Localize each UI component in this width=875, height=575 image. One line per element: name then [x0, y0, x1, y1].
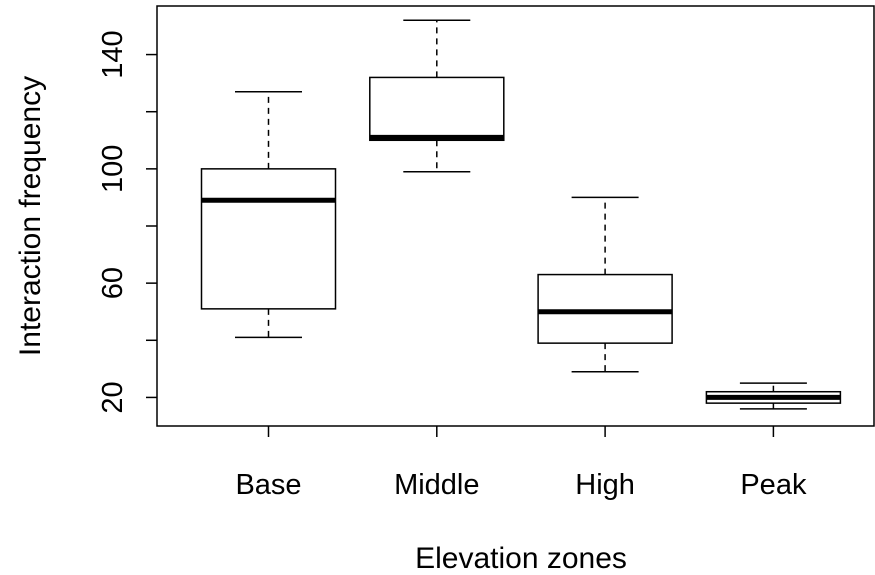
y-tick-label: 60	[97, 267, 129, 299]
boxes	[200, 19, 842, 410]
x-tick-label-high: High	[575, 469, 635, 501]
box-iqr	[369, 76, 505, 142]
box-peak	[705, 382, 842, 410]
x-tick-label-base: Base	[235, 469, 301, 501]
plot-frame	[156, 5, 875, 427]
x-tick-label-peak: Peak	[740, 469, 807, 501]
x-axis-title: Elevation zones	[415, 542, 627, 575]
box-iqr	[200, 168, 337, 310]
box-iqr	[537, 273, 673, 344]
box-middle	[369, 19, 505, 173]
y-axis-title: Interaction frequency	[14, 76, 47, 356]
box-high	[537, 196, 673, 373]
box-base	[200, 90, 337, 339]
x-tick-label-middle: Middle	[394, 469, 479, 501]
y-tick-label: 140	[97, 30, 129, 78]
y-tick-label: 100	[97, 145, 129, 193]
y-tick-label: 20	[97, 381, 129, 413]
y-axis: 20 60 100 140	[97, 30, 157, 414]
x-axis: Base Middle High Peak	[235, 426, 807, 501]
